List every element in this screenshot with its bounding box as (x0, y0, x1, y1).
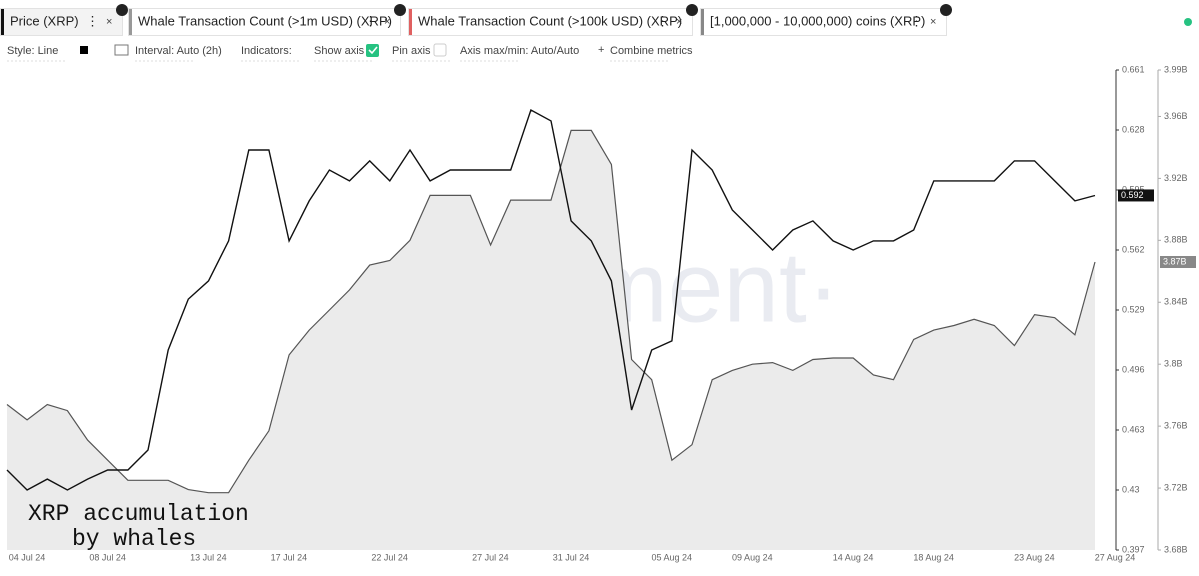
toolbar-control[interactable]: Pin axis (392, 45, 431, 57)
tab-close[interactable]: × (384, 16, 390, 28)
x-tick-label: 23 Aug 24 (1014, 552, 1055, 562)
x-tick-label: 22 Jul 24 (371, 552, 408, 562)
tab-remove-button[interactable] (116, 4, 128, 16)
y2-tick-label: 3.92B (1164, 173, 1188, 183)
tab-close[interactable]: × (930, 16, 936, 28)
x-tick-label: 14 Aug 24 (833, 552, 874, 562)
tab-color-bar (1, 9, 4, 35)
y-tick-label: 0.628 (1122, 124, 1145, 134)
tab-menu-icon: ⋮ (656, 13, 669, 28)
tab-label: Whale Transaction Count (>1m USD) (XRP) (138, 13, 392, 28)
tab-color-bar (701, 9, 704, 35)
plus-icon: + (598, 44, 604, 56)
tab-color-bar (409, 9, 412, 35)
x-tick-label: 18 Aug 24 (913, 552, 954, 562)
x-tick-label: 27 Aug 24 (1095, 552, 1136, 562)
series-line (6, 108, 1096, 491)
y2-tick-label: 3.88B (1164, 235, 1188, 245)
y-tick-label: 0.595 (1122, 184, 1145, 194)
toolbar-control[interactable]: Style: Line (7, 45, 58, 57)
annotation: XRP accumulation (28, 501, 249, 527)
tab-menu-icon: ⋮ (910, 13, 923, 28)
series-line (6, 129, 1096, 494)
y2-tick-label: 3.72B (1164, 482, 1188, 492)
color-swatch[interactable] (80, 46, 88, 54)
x-tick-label: 13 Jul 24 (190, 552, 227, 562)
tab-remove-button[interactable] (940, 4, 952, 16)
area-fill (7, 130, 1095, 550)
y-tick-label: 0.397 (1122, 544, 1145, 554)
y-tick-label: 0.43 (1122, 484, 1140, 494)
y2-tick-label: 3.96B (1164, 111, 1188, 121)
toolbar-control[interactable]: Indicators: (241, 45, 292, 57)
tab-close[interactable]: × (676, 16, 682, 28)
current-value-box (1160, 256, 1196, 268)
x-tick-label: 09 Aug 24 (732, 552, 773, 562)
tab-menu-icon: ⋮ (86, 13, 99, 28)
show-axis-checkbox[interactable] (366, 44, 379, 57)
metric-tab[interactable] (408, 8, 693, 36)
tab-label: Price (XRP) (10, 13, 79, 28)
x-tick-label: 04 Jul 24 (9, 552, 46, 562)
toolbar-control[interactable]: Combine metrics (610, 45, 693, 57)
toolbar-control[interactable]: Interval: Auto (2h) (135, 45, 222, 57)
y2-tick-label: 3.99B (1164, 64, 1188, 74)
metric-tab[interactable] (0, 8, 123, 36)
check-icon (368, 46, 378, 55)
tab-menu-icon: ⋮ (364, 13, 377, 28)
x-tick-label: 08 Jul 24 (89, 552, 126, 562)
toolbar-control[interactable]: Show axis (314, 45, 365, 57)
pin-axis-checkbox[interactable] (433, 43, 447, 57)
tab-remove-button[interactable] (686, 4, 698, 16)
tab-color-bar (129, 9, 132, 35)
y-tick-label: 0.661 (1122, 64, 1145, 74)
y2-tick-label: 3.68B (1164, 544, 1188, 554)
tab-remove-button[interactable] (394, 4, 406, 16)
y2-tick-label: 3.84B (1164, 297, 1188, 307)
y-tick-label: 0.529 (1122, 304, 1145, 314)
metric-tab[interactable] (128, 8, 401, 36)
status-dot (1184, 18, 1192, 26)
annotation: by whales (72, 526, 196, 552)
tab-close[interactable]: × (106, 16, 112, 28)
tab-label: [1,000,000 - 10,000,000) coins (XRP) (710, 13, 925, 28)
x-tick-label: 31 Jul 24 (553, 552, 590, 562)
tab-label: Whale Transaction Count (>100k USD) (XRP… (418, 13, 682, 28)
y2-tick-label: 3.8B (1164, 359, 1183, 369)
current-value-label: 3.87B (1163, 256, 1187, 266)
current-value-box (1118, 189, 1154, 202)
y2-tick-label: 3.76B (1164, 421, 1188, 431)
metric-tab[interactable] (700, 8, 947, 36)
toolbar-control[interactable]: Axis max/min: Auto/Auto (460, 45, 579, 57)
x-tick-label: 27 Jul 24 (472, 552, 509, 562)
current-value-label: 0.592 (1121, 190, 1144, 200)
interval-icon (114, 44, 129, 56)
x-tick-label: 17 Jul 24 (271, 552, 308, 562)
x-tick-label: 05 Aug 24 (651, 552, 692, 562)
y-tick-label: 0.496 (1122, 364, 1145, 374)
y-tick-label: 0.562 (1122, 244, 1145, 254)
y-tick-label: 0.463 (1122, 424, 1145, 434)
